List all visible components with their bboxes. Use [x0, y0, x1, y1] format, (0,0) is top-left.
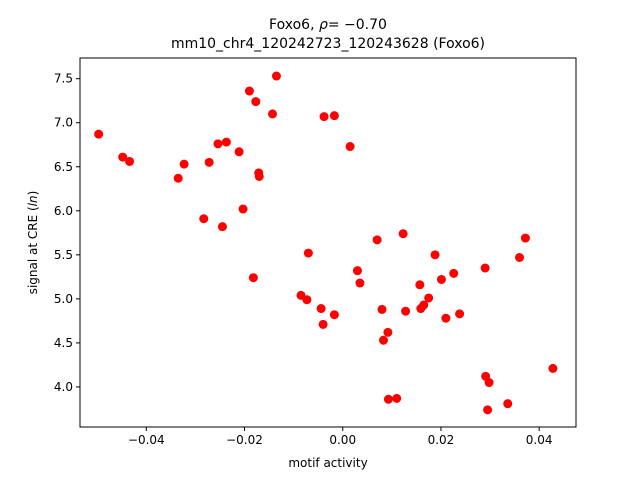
data-point	[221, 137, 231, 147]
data-point	[234, 147, 244, 157]
data-point	[372, 235, 382, 245]
y-tick-label: 7.0	[54, 116, 73, 130]
x-tick-label: 0.02	[428, 433, 455, 447]
data-point	[248, 273, 258, 283]
data-point	[251, 97, 261, 107]
data-point	[383, 327, 393, 337]
data-point	[319, 112, 329, 122]
x-tick-label: 0.00	[329, 433, 356, 447]
data-point	[329, 310, 339, 320]
data-point	[515, 252, 525, 262]
data-point	[441, 313, 451, 323]
data-point	[480, 263, 490, 273]
x-tick-label: −0.02	[226, 433, 263, 447]
y-tick-label: 6.5	[54, 160, 73, 174]
data-point	[345, 142, 355, 152]
data-point	[199, 214, 209, 224]
data-point	[377, 304, 387, 314]
y-tick-label: 7.5	[54, 72, 73, 86]
x-tick-label: 0.04	[526, 433, 553, 447]
data-point	[254, 171, 264, 181]
data-point	[271, 71, 281, 81]
data-point	[392, 393, 402, 403]
x-axis-label: motif activity	[288, 456, 367, 470]
data-point	[419, 300, 429, 310]
data-point	[179, 159, 189, 169]
y-tick-label: 4.5	[54, 336, 73, 350]
data-point	[94, 129, 104, 139]
data-point	[430, 250, 440, 260]
x-axis-ticks: −0.04 −0.02 0.00 0.02 0.04	[128, 427, 553, 447]
data-point	[238, 204, 248, 214]
data-point	[173, 173, 183, 183]
data-point	[118, 152, 128, 162]
data-point	[401, 306, 411, 316]
y-tick-label: 5.0	[54, 292, 73, 306]
data-point	[204, 157, 214, 167]
data-point	[424, 293, 434, 303]
data-point	[449, 268, 459, 278]
data-point	[484, 378, 494, 388]
data-point	[244, 86, 254, 96]
data-point	[302, 295, 312, 305]
data-point	[383, 394, 393, 404]
data-point	[503, 399, 513, 409]
plot-area-frame	[79, 57, 577, 428]
data-point	[415, 280, 425, 290]
data-point	[398, 229, 408, 239]
y-tick-label: 5.5	[54, 248, 73, 262]
data-point	[213, 139, 223, 149]
chart-title-line2: mm10_chr4_120242723_120243628 (Foxo6)	[171, 36, 485, 52]
data-point	[303, 248, 313, 258]
data-point	[268, 109, 278, 119]
x-tick-label: −0.04	[128, 433, 165, 447]
y-axis-ticks: 4.0 4.5 5.0 5.5 6.0 6.5 7.0 7.5	[54, 72, 80, 394]
data-point	[318, 319, 328, 329]
data-point	[436, 274, 446, 284]
chart-title-line1: Foxo6, ρ= −0.70	[269, 17, 387, 33]
data-point	[217, 222, 227, 232]
data-point	[355, 278, 365, 288]
y-tick-label: 6.0	[54, 204, 73, 218]
y-axis-label: signal at CRE (ln)	[26, 191, 40, 295]
y-tick-label: 4.0	[54, 380, 73, 394]
data-point	[316, 304, 326, 314]
data-point	[548, 363, 558, 373]
data-point	[329, 111, 339, 121]
data-point	[455, 309, 465, 319]
data-point	[125, 156, 135, 166]
data-point	[352, 266, 362, 276]
data-point	[520, 233, 530, 243]
data-points	[94, 71, 558, 415]
data-point	[483, 405, 493, 415]
data-point	[378, 335, 388, 345]
